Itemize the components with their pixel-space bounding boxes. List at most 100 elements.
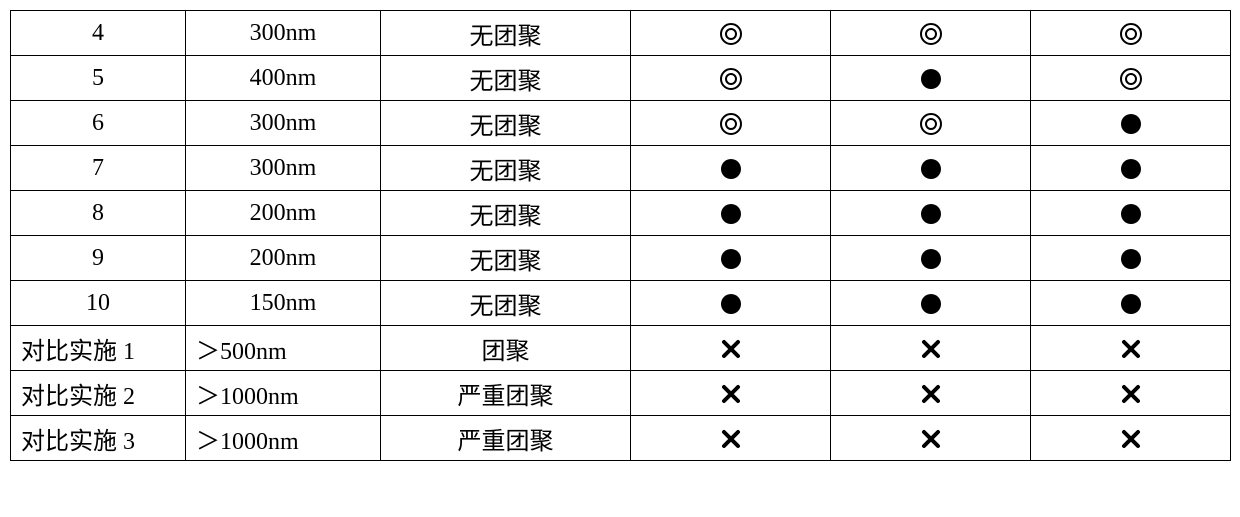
cell-aggregation: 无团聚 <box>381 11 631 56</box>
cell-rating-1 <box>631 416 831 461</box>
filled-circle-icon <box>719 292 743 316</box>
table-row: 6300nm无团聚 <box>11 101 1231 146</box>
cell-size: 300nm <box>186 11 381 56</box>
cell-rating-3 <box>1031 236 1231 281</box>
cross-icon <box>919 382 943 406</box>
cell-id: 9 <box>11 236 186 281</box>
table-row: 4300nm无团聚 <box>11 11 1231 56</box>
cell-rating-3 <box>1031 371 1231 416</box>
filled-circle-icon <box>719 202 743 226</box>
cell-id: 5 <box>11 56 186 101</box>
cell-rating-3 <box>1031 11 1231 56</box>
cell-rating-2 <box>831 326 1031 371</box>
cell-rating-2 <box>831 146 1031 191</box>
double-circle-icon <box>919 22 943 46</box>
cell-size: 150nm <box>186 281 381 326</box>
cell-aggregation: 严重团聚 <box>381 416 631 461</box>
cell-id: 对比实施 1 <box>11 326 186 371</box>
cell-aggregation: 无团聚 <box>381 236 631 281</box>
filled-circle-icon <box>919 202 943 226</box>
table-row: 对比实施 2＞1000nm严重团聚 <box>11 371 1231 416</box>
cell-aggregation: 无团聚 <box>381 281 631 326</box>
cell-rating-1 <box>631 146 831 191</box>
cross-icon <box>719 382 743 406</box>
cell-id: 4 <box>11 11 186 56</box>
cell-rating-1 <box>631 191 831 236</box>
cell-rating-2 <box>831 11 1031 56</box>
filled-circle-icon <box>719 157 743 181</box>
double-circle-icon <box>719 112 743 136</box>
cell-rating-2 <box>831 371 1031 416</box>
filled-circle-icon <box>919 157 943 181</box>
data-table: 4300nm无团聚 5400nm无团聚 <box>10 10 1231 461</box>
cross-icon <box>1119 427 1143 451</box>
cell-aggregation: 无团聚 <box>381 146 631 191</box>
cell-rating-1 <box>631 56 831 101</box>
cell-rating-3 <box>1031 191 1231 236</box>
cell-size: 200nm <box>186 191 381 236</box>
double-circle-icon <box>719 22 743 46</box>
cell-aggregation: 无团聚 <box>381 101 631 146</box>
double-circle-icon <box>719 67 743 91</box>
cell-rating-1 <box>631 236 831 281</box>
cell-rating-1 <box>631 101 831 146</box>
cell-rating-1 <box>631 371 831 416</box>
cell-aggregation: 无团聚 <box>381 191 631 236</box>
cell-rating-1 <box>631 11 831 56</box>
table-row: 8200nm无团聚 <box>11 191 1231 236</box>
table-row: 10150nm无团聚 <box>11 281 1231 326</box>
cell-rating-2 <box>831 236 1031 281</box>
filled-circle-icon <box>919 247 943 271</box>
cell-id: 对比实施 2 <box>11 371 186 416</box>
cross-icon <box>919 427 943 451</box>
cell-rating-3 <box>1031 56 1231 101</box>
cross-icon <box>719 427 743 451</box>
cell-id: 10 <box>11 281 186 326</box>
table-row: 7300nm无团聚 <box>11 146 1231 191</box>
cell-size: 300nm <box>186 101 381 146</box>
cross-icon <box>1119 382 1143 406</box>
cell-rating-3 <box>1031 146 1231 191</box>
cell-rating-2 <box>831 281 1031 326</box>
table-row: 对比实施 1＞500nm团聚 <box>11 326 1231 371</box>
cell-rating-2 <box>831 101 1031 146</box>
cell-rating-3 <box>1031 101 1231 146</box>
cross-icon <box>719 337 743 361</box>
cell-id: 7 <box>11 146 186 191</box>
table-body: 4300nm无团聚 5400nm无团聚 <box>11 11 1231 461</box>
cell-size: ＞1000nm <box>186 416 381 461</box>
double-circle-icon <box>1119 67 1143 91</box>
filled-circle-icon <box>919 292 943 316</box>
cross-icon <box>919 337 943 361</box>
cell-size: 400nm <box>186 56 381 101</box>
cell-rating-2 <box>831 416 1031 461</box>
cell-id: 6 <box>11 101 186 146</box>
filled-circle-icon <box>1119 112 1143 136</box>
cell-size: ＞1000nm <box>186 371 381 416</box>
filled-circle-icon <box>1119 202 1143 226</box>
cell-aggregation: 严重团聚 <box>381 371 631 416</box>
double-circle-icon <box>919 112 943 136</box>
cell-rating-3 <box>1031 416 1231 461</box>
filled-circle-icon <box>1119 292 1143 316</box>
cell-rating-1 <box>631 281 831 326</box>
cell-aggregation: 团聚 <box>381 326 631 371</box>
filled-circle-icon <box>1119 157 1143 181</box>
table-row: 9200nm无团聚 <box>11 236 1231 281</box>
cell-rating-3 <box>1031 326 1231 371</box>
cell-rating-2 <box>831 191 1031 236</box>
double-circle-icon <box>1119 22 1143 46</box>
filled-circle-icon <box>1119 247 1143 271</box>
cell-size: 300nm <box>186 146 381 191</box>
table-row: 对比实施 3＞1000nm严重团聚 <box>11 416 1231 461</box>
cell-size: 200nm <box>186 236 381 281</box>
cell-aggregation: 无团聚 <box>381 56 631 101</box>
cell-rating-2 <box>831 56 1031 101</box>
filled-circle-icon <box>919 67 943 91</box>
cell-id: 8 <box>11 191 186 236</box>
filled-circle-icon <box>719 247 743 271</box>
cell-id: 对比实施 3 <box>11 416 186 461</box>
cell-rating-3 <box>1031 281 1231 326</box>
cell-size: ＞500nm <box>186 326 381 371</box>
cell-rating-1 <box>631 326 831 371</box>
